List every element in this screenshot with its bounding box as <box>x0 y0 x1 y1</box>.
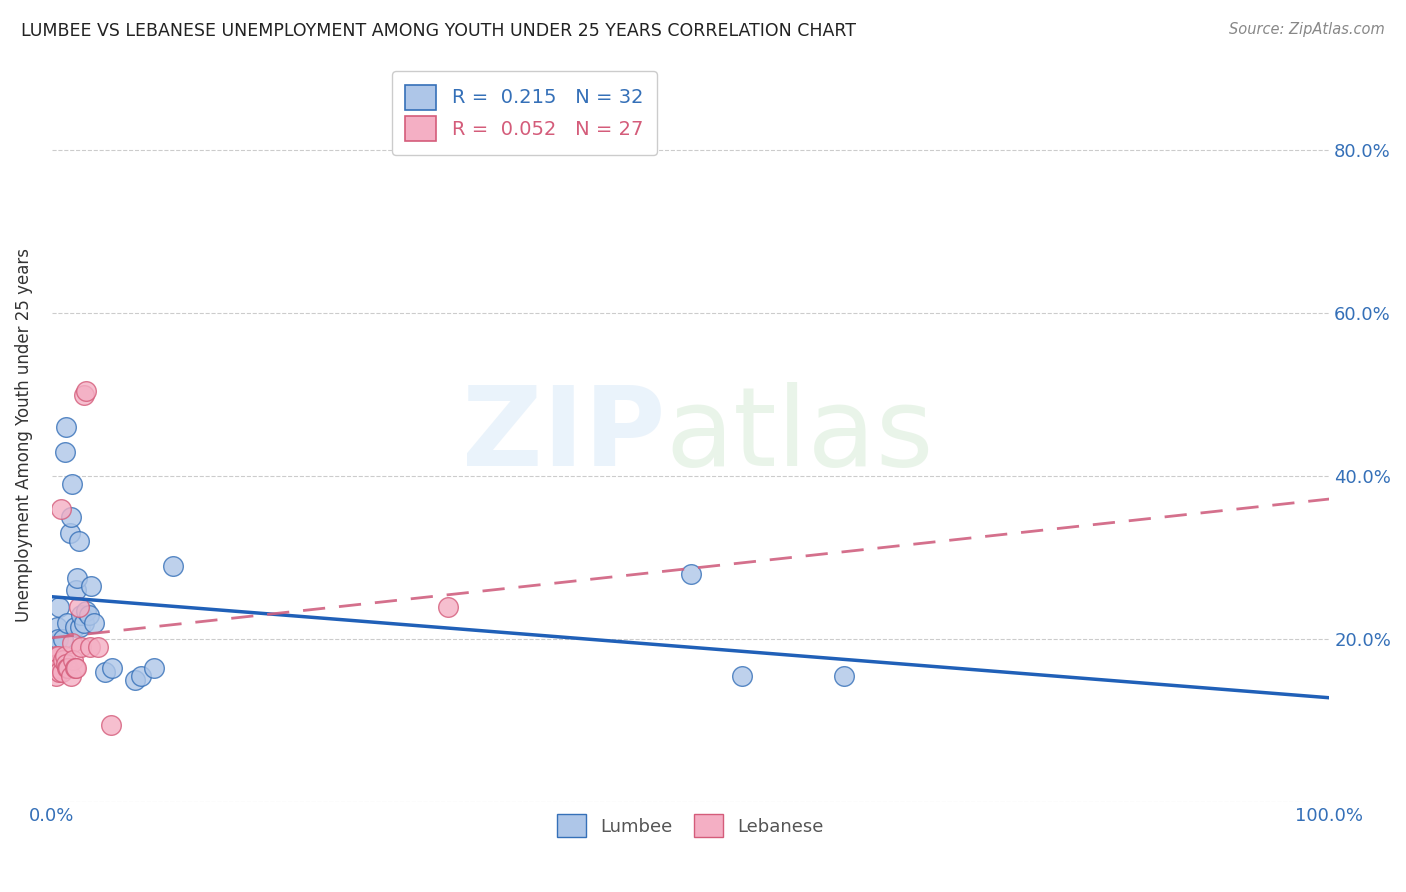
Point <box>58 661 80 675</box>
Point <box>46 632 69 647</box>
Point <box>52 652 75 666</box>
Point <box>832 669 855 683</box>
Point <box>46 648 69 663</box>
Point <box>48 599 70 614</box>
Point <box>94 665 117 679</box>
Legend: Lumbee, Lebanese: Lumbee, Lebanese <box>550 807 831 845</box>
Point <box>48 665 70 679</box>
Point <box>730 669 752 683</box>
Point <box>162 558 184 573</box>
Point <box>60 636 83 650</box>
Point <box>75 384 97 398</box>
Point <box>70 607 93 622</box>
Point <box>436 599 458 614</box>
Point <box>73 387 96 401</box>
Point <box>87 640 110 655</box>
Point <box>67 599 90 614</box>
Text: atlas: atlas <box>665 382 934 489</box>
Point <box>55 657 77 671</box>
Point <box>56 615 79 630</box>
Point <box>46 661 69 675</box>
Point <box>79 640 101 655</box>
Point <box>124 673 146 687</box>
Point <box>56 661 79 675</box>
Point <box>62 652 84 666</box>
Point <box>65 583 87 598</box>
Point <box>63 620 86 634</box>
Point <box>77 607 100 622</box>
Point <box>63 661 86 675</box>
Point <box>45 620 67 634</box>
Point <box>59 526 82 541</box>
Point <box>67 534 90 549</box>
Point <box>45 657 67 671</box>
Text: LUMBEE VS LEBANESE UNEMPLOYMENT AMONG YOUTH UNDER 25 YEARS CORRELATION CHART: LUMBEE VS LEBANESE UNEMPLOYMENT AMONG YO… <box>21 22 856 40</box>
Point <box>73 615 96 630</box>
Point <box>45 648 67 663</box>
Text: Source: ZipAtlas.com: Source: ZipAtlas.com <box>1229 22 1385 37</box>
Point <box>679 566 702 581</box>
Point <box>52 632 75 647</box>
Point <box>65 661 87 675</box>
Point <box>45 669 67 683</box>
Point <box>49 501 72 516</box>
Y-axis label: Unemployment Among Youth under 25 years: Unemployment Among Youth under 25 years <box>15 248 32 623</box>
Point <box>100 718 122 732</box>
Point <box>101 661 124 675</box>
Point <box>66 571 89 585</box>
Point <box>70 640 93 655</box>
Point <box>142 661 165 675</box>
Point <box>53 648 76 663</box>
Point <box>44 652 66 666</box>
Text: ZIP: ZIP <box>461 382 665 489</box>
Point <box>59 510 82 524</box>
Point <box>53 444 76 458</box>
Point <box>60 477 83 491</box>
Point <box>55 420 77 434</box>
Point <box>59 669 82 683</box>
Point <box>83 615 105 630</box>
Point <box>51 652 73 666</box>
Point <box>51 665 73 679</box>
Point <box>75 604 97 618</box>
Point <box>45 636 67 650</box>
Point <box>69 620 91 634</box>
Point <box>129 669 152 683</box>
Point <box>80 579 103 593</box>
